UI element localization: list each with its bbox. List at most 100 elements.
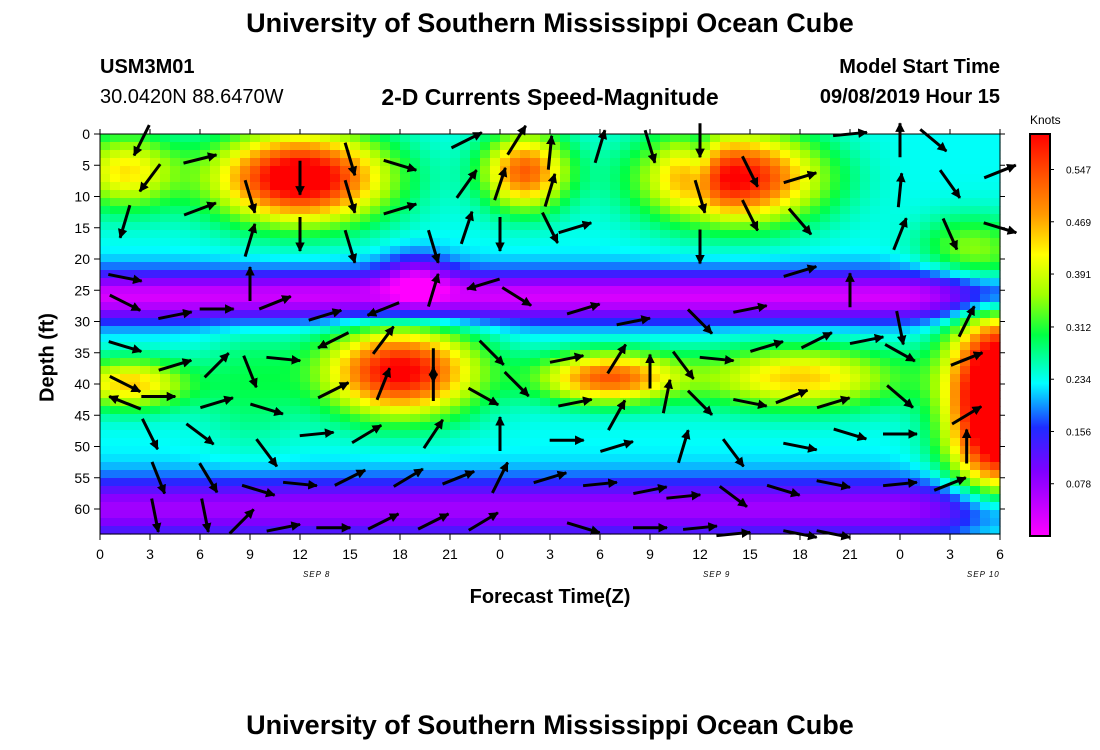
heatmap-cell [580, 510, 591, 519]
heatmap-cell [510, 478, 521, 487]
heatmap-cell [820, 470, 831, 479]
heatmap-cell [150, 254, 161, 263]
heatmap-cell [660, 222, 671, 231]
heatmap-cell [140, 350, 151, 359]
heatmap-cell [810, 254, 821, 263]
heatmap-cell [520, 430, 531, 439]
heatmap-cell [640, 430, 651, 439]
heatmap-cell [460, 246, 471, 255]
heatmap-cell [840, 350, 851, 359]
heatmap-cell [590, 142, 601, 151]
heatmap-cell [590, 406, 601, 415]
heatmap-cell [460, 342, 471, 351]
heatmap-cell [150, 270, 161, 279]
heatmap-cell [520, 462, 531, 471]
heatmap-cell [540, 462, 551, 471]
heatmap-cell [390, 366, 401, 375]
heatmap-cell [540, 134, 551, 143]
heatmap-cell [470, 270, 481, 279]
heatmap-cell [760, 198, 771, 207]
heatmap-cell [960, 286, 971, 295]
heatmap-cell [520, 270, 531, 279]
heatmap-cell [550, 166, 561, 175]
heatmap-cell [440, 310, 451, 319]
y-tick-label: 0 [82, 126, 90, 142]
heatmap-cell [930, 350, 941, 359]
heatmap-cell [760, 390, 771, 399]
heatmap-cell [740, 518, 751, 527]
heatmap-cell [280, 222, 291, 231]
heatmap-cell [810, 190, 821, 199]
heatmap-cell [500, 518, 511, 527]
heatmap-cell [820, 206, 831, 215]
heatmap-cell [460, 526, 471, 535]
heatmap-cell [510, 158, 521, 167]
heatmap-cell [130, 406, 141, 415]
heatmap-cell [110, 158, 121, 167]
heatmap-cell [910, 278, 921, 287]
heatmap-cell [950, 486, 961, 495]
heatmap-cell [820, 326, 831, 335]
heatmap-cell [460, 350, 471, 359]
heatmap-cell [510, 446, 521, 455]
heatmap-cell [410, 478, 421, 487]
heatmap-cell [180, 238, 191, 247]
heatmap-cell [290, 382, 301, 391]
heatmap-cell [900, 526, 911, 535]
colorbar-tick-label: 0.078 [1066, 480, 1091, 491]
heatmap-cell [430, 150, 441, 159]
heatmap-cell [380, 398, 391, 407]
heatmap-cell [970, 470, 981, 479]
heatmap-cell [260, 470, 271, 479]
vector-arrows [108, 122, 1018, 541]
heatmap-cell [800, 270, 811, 279]
heatmap-cell [110, 254, 121, 263]
current-vector [503, 370, 530, 398]
heatmap-cell [540, 166, 551, 175]
heatmap-cell [500, 214, 511, 223]
heatmap-cell [810, 334, 821, 343]
heatmap-cell [940, 486, 951, 495]
heatmap-cell [380, 150, 391, 159]
heatmap-cell [410, 350, 421, 359]
heatmap-cell [190, 254, 201, 263]
heatmap-cell [450, 214, 461, 223]
heatmap-cell [310, 286, 321, 295]
heatmap-cell [540, 302, 551, 311]
heatmap-cell [350, 158, 361, 167]
heatmap-cell [450, 158, 461, 167]
heatmap-cell [660, 358, 671, 367]
heatmap-cell [200, 414, 211, 423]
heatmap-cell [500, 414, 511, 423]
current-vector [733, 302, 768, 314]
heatmap-cell [870, 166, 881, 175]
heatmap-cell [600, 358, 611, 367]
heatmap-cell [320, 454, 331, 463]
heatmap-cell [370, 374, 381, 383]
heatmap-cell [840, 198, 851, 207]
heatmap-cell [910, 494, 921, 503]
heatmap-cell [350, 262, 361, 271]
heatmap-cell [600, 374, 611, 383]
heatmap-cell [240, 222, 251, 231]
heatmap-cell [500, 510, 511, 519]
heatmap-cell [670, 286, 681, 295]
heatmap-cell [530, 390, 541, 399]
heatmap-cell [330, 494, 341, 503]
heatmap-cell [830, 502, 841, 511]
x-tick-label: 12 [692, 546, 708, 562]
heatmap-cell [400, 134, 411, 143]
heatmap-cell [450, 182, 461, 191]
heatmap-cell [190, 446, 201, 455]
heatmap-cell [490, 430, 501, 439]
heatmap-cell [450, 518, 461, 527]
heatmap-cell [850, 518, 861, 527]
heatmap-cell [270, 174, 281, 183]
heatmap-cell [760, 142, 771, 151]
heatmap-cell [600, 342, 611, 351]
heatmap-cell [890, 334, 901, 343]
heatmap-cell [670, 222, 681, 231]
heatmap-cell [960, 166, 971, 175]
heatmap-cell [590, 350, 601, 359]
heatmap-cell [590, 438, 601, 447]
